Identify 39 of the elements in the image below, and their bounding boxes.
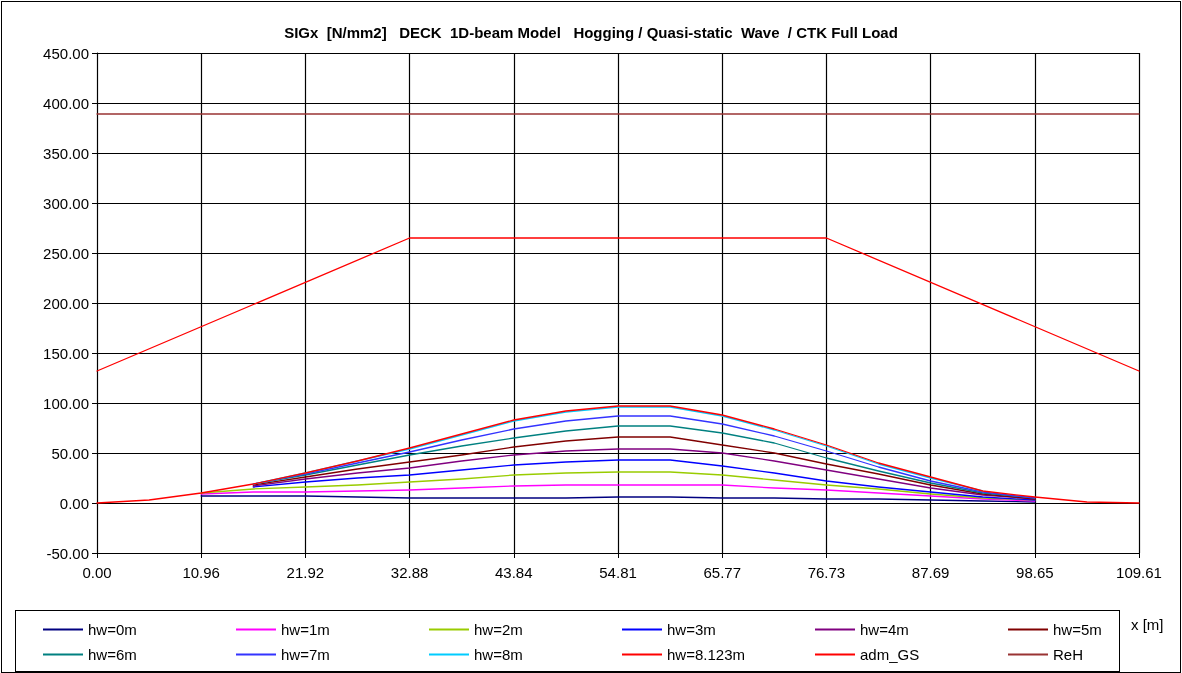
y-tick-label: -50.00 bbox=[46, 544, 89, 562]
y-tick-label: 0.00 bbox=[59, 494, 89, 512]
legend-label: hw=3m bbox=[667, 621, 716, 638]
y-tick-label: 350.00 bbox=[43, 144, 89, 162]
x-tick-label: 0.00 bbox=[82, 564, 112, 581]
legend-label: hw=0m bbox=[88, 621, 137, 638]
y-tick-label: 50.00 bbox=[51, 444, 89, 462]
x-tick-label: 65.77 bbox=[703, 564, 742, 581]
legend-label: hw=8.123m bbox=[667, 646, 745, 663]
x-tick-label: 98.65 bbox=[1016, 564, 1054, 581]
legend-label: hw=5m bbox=[1053, 621, 1102, 638]
legend-label: adm_GS bbox=[860, 646, 920, 663]
y-tick-label: 250.00 bbox=[43, 244, 89, 262]
legend-label: hw=1m bbox=[281, 621, 330, 638]
legend-label: hw=6m bbox=[88, 646, 137, 663]
legend-label: hw=2m bbox=[474, 621, 523, 638]
x-tick-label: 10.96 bbox=[182, 564, 220, 581]
y-tick-label: 300.00 bbox=[43, 194, 89, 212]
line-series bbox=[200, 484, 1036, 502]
x-tick-label: 109.61 bbox=[1116, 564, 1162, 581]
x-tick-label: 32.88 bbox=[390, 564, 429, 581]
y-tick-label: 100.00 bbox=[43, 394, 89, 412]
y-tick-label: 450.00 bbox=[43, 44, 89, 62]
chart-title: SIGx [N/mm2] DECK 1D-beam Model Hogging / Quasi-static Wave / CTK Full Load bbox=[284, 24, 898, 41]
x-tick-label: 87.69 bbox=[911, 564, 950, 581]
legend-label: hw=7m bbox=[281, 646, 330, 663]
y-tick-label: 200.00 bbox=[43, 294, 89, 312]
y-tick-label: 150.00 bbox=[43, 344, 89, 362]
line-series bbox=[252, 459, 1036, 501]
legend-label: hw=8m bbox=[474, 646, 523, 663]
legend-label: ReH bbox=[1053, 646, 1084, 663]
x-tick-label: 76.73 bbox=[807, 564, 846, 581]
line-series bbox=[252, 436, 1036, 500]
x-axis-title: x [m] bbox=[1131, 616, 1164, 633]
x-tick-label: 43.84 bbox=[494, 564, 533, 581]
x-tick-label: 54.81 bbox=[599, 564, 637, 581]
y-tick-label: 400.00 bbox=[43, 94, 89, 112]
x-tick-label: 21.92 bbox=[286, 564, 325, 581]
legend-label: hw=4m bbox=[860, 621, 909, 638]
